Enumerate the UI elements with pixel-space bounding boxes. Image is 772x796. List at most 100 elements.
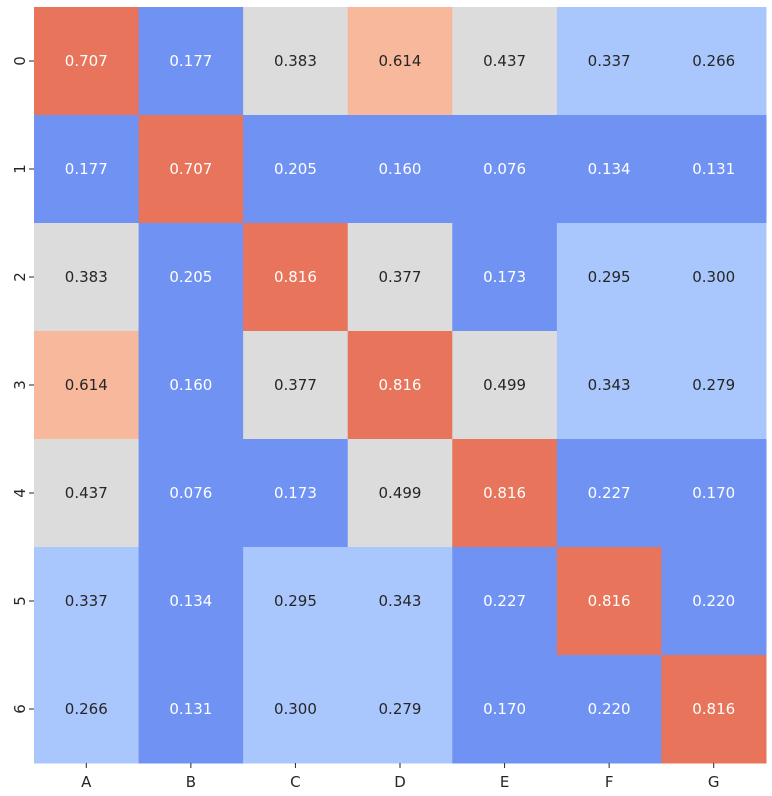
- y-tick-label: 4: [11, 488, 29, 498]
- heatmap-cell-4-A: [34, 439, 140, 548]
- x-tick-label: C: [290, 773, 300, 791]
- heatmap-cell-6-A: [34, 655, 140, 764]
- cell-value-label: 0.266: [692, 52, 735, 70]
- cell-value-label: 0.160: [169, 376, 212, 394]
- cell-value-label: 0.227: [483, 592, 526, 610]
- cell-value-label: 0.437: [65, 484, 108, 502]
- cell-value-label: 0.383: [65, 268, 108, 286]
- cell-value-label: 0.227: [588, 484, 631, 502]
- cell-value-label: 0.220: [692, 592, 735, 610]
- cell-value-label: 0.816: [274, 268, 317, 286]
- heatmap-cell-5-G: [661, 547, 767, 656]
- cell-value-label: 0.220: [588, 700, 631, 718]
- heatmap-cell-6-B: [138, 655, 244, 764]
- cell-value-label: 0.266: [65, 700, 108, 718]
- y-tick-label: 0: [11, 56, 29, 66]
- heatmap-cell-2-F: [556, 223, 662, 332]
- heatmap-cell-5-B: [138, 547, 244, 656]
- heatmap-cell-6-D: [347, 655, 453, 764]
- cell-value-label: 0.173: [274, 484, 317, 502]
- heatmap-cell-2-C: [243, 223, 349, 332]
- heatmap-cell-1-C: [243, 115, 349, 224]
- cell-value-labels: 0.707 0.177 0.383 0.614 0.437 0.337 0.266 0.177…: [65, 52, 735, 718]
- cell-value-label: 0.614: [65, 376, 108, 394]
- heatmap-cell-4-E: [452, 439, 558, 548]
- heatmap-cell-3-E: [452, 331, 558, 440]
- x-tick-label: B: [186, 773, 196, 791]
- cell-value-label: 0.295: [588, 268, 631, 286]
- cell-value-label: 0.377: [274, 376, 317, 394]
- cell-value-label: 0.707: [65, 52, 108, 70]
- x-tick-label: F: [605, 773, 614, 791]
- heatmap-cell-5-F: [556, 547, 662, 656]
- heatmap-cell-0-D: [347, 7, 453, 116]
- heatmap-cell-4-B: [138, 439, 244, 548]
- cell-value-label: 0.614: [379, 52, 422, 70]
- heatmap-cell-6-C: [243, 655, 349, 764]
- heatmap-cell-1-E: [452, 115, 558, 224]
- heatmap-cell-3-C: [243, 331, 349, 440]
- y-axis: 0 1 2 3 4 5 6: [11, 56, 34, 714]
- x-tick-label: G: [708, 773, 720, 791]
- cell-value-label: 0.816: [483, 484, 526, 502]
- heatmap-cell-5-A: [34, 547, 140, 656]
- cell-value-label: 0.300: [692, 268, 735, 286]
- cell-value-label: 0.205: [169, 268, 212, 286]
- heatmap-cell-3-D: [347, 331, 453, 440]
- cell-value-label: 0.279: [379, 700, 422, 718]
- heatmap-cell-0-C: [243, 7, 349, 116]
- cell-value-label: 0.279: [692, 376, 735, 394]
- y-tick-label: 3: [11, 380, 29, 390]
- cell-value-label: 0.170: [692, 484, 735, 502]
- cell-value-label: 0.076: [483, 160, 526, 178]
- y-tick-label: 1: [11, 164, 29, 174]
- heatmap-cell-2-G: [661, 223, 767, 332]
- cell-value-label: 0.205: [274, 160, 317, 178]
- heatmap-cell-0-G: [661, 7, 767, 116]
- y-tick-label: 6: [11, 704, 29, 714]
- heatmap-cells: [34, 7, 767, 764]
- y-tick-label: 2: [11, 272, 29, 282]
- heatmap-cell-0-B: [138, 7, 244, 116]
- heatmap-cell-0-E: [452, 7, 558, 116]
- cell-value-label: 0.337: [588, 52, 631, 70]
- cell-value-label: 0.295: [274, 592, 317, 610]
- heatmap-cell-3-A: [34, 331, 140, 440]
- heatmap-cell-2-B: [138, 223, 244, 332]
- cell-value-label: 0.383: [274, 52, 317, 70]
- heatmap-cell-3-G: [661, 331, 767, 440]
- cell-value-label: 0.131: [692, 160, 735, 178]
- heatmap-cell-1-D: [347, 115, 453, 224]
- heatmap-cell-4-G: [661, 439, 767, 548]
- cell-value-label: 0.131: [169, 700, 212, 718]
- cell-value-label: 0.816: [588, 592, 631, 610]
- heatmap-cell-4-D: [347, 439, 453, 548]
- cell-value-label: 0.499: [379, 484, 422, 502]
- cell-value-label: 0.816: [379, 376, 422, 394]
- heatmap-cell-0-A: [34, 7, 140, 116]
- x-tick-label: E: [500, 773, 509, 791]
- heatmap-cell-3-B: [138, 331, 244, 440]
- cell-value-label: 0.134: [169, 592, 212, 610]
- cell-value-label: 0.377: [379, 268, 422, 286]
- x-tick-label: D: [394, 773, 406, 791]
- heatmap-cell-6-G: [661, 655, 767, 764]
- cell-value-label: 0.343: [379, 592, 422, 610]
- heatmap-cell-6-F: [556, 655, 662, 764]
- heatmap-cell-1-F: [556, 115, 662, 224]
- cell-value-label: 0.437: [483, 52, 526, 70]
- cell-value-label: 0.177: [169, 52, 212, 70]
- heatmap-cell-6-E: [452, 655, 558, 764]
- cell-value-label: 0.173: [483, 268, 526, 286]
- cell-value-label: 0.300: [274, 700, 317, 718]
- cell-value-label: 0.707: [169, 160, 212, 178]
- heatmap-cell-5-C: [243, 547, 349, 656]
- heatmap-cell-1-A: [34, 115, 140, 224]
- cell-value-label: 0.134: [588, 160, 631, 178]
- heatmap-cell-2-A: [34, 223, 140, 332]
- heatmap-cell-5-D: [347, 547, 453, 656]
- cell-value-label: 0.499: [483, 376, 526, 394]
- heatmap-cell-4-F: [556, 439, 662, 548]
- cell-value-label: 0.816: [692, 700, 735, 718]
